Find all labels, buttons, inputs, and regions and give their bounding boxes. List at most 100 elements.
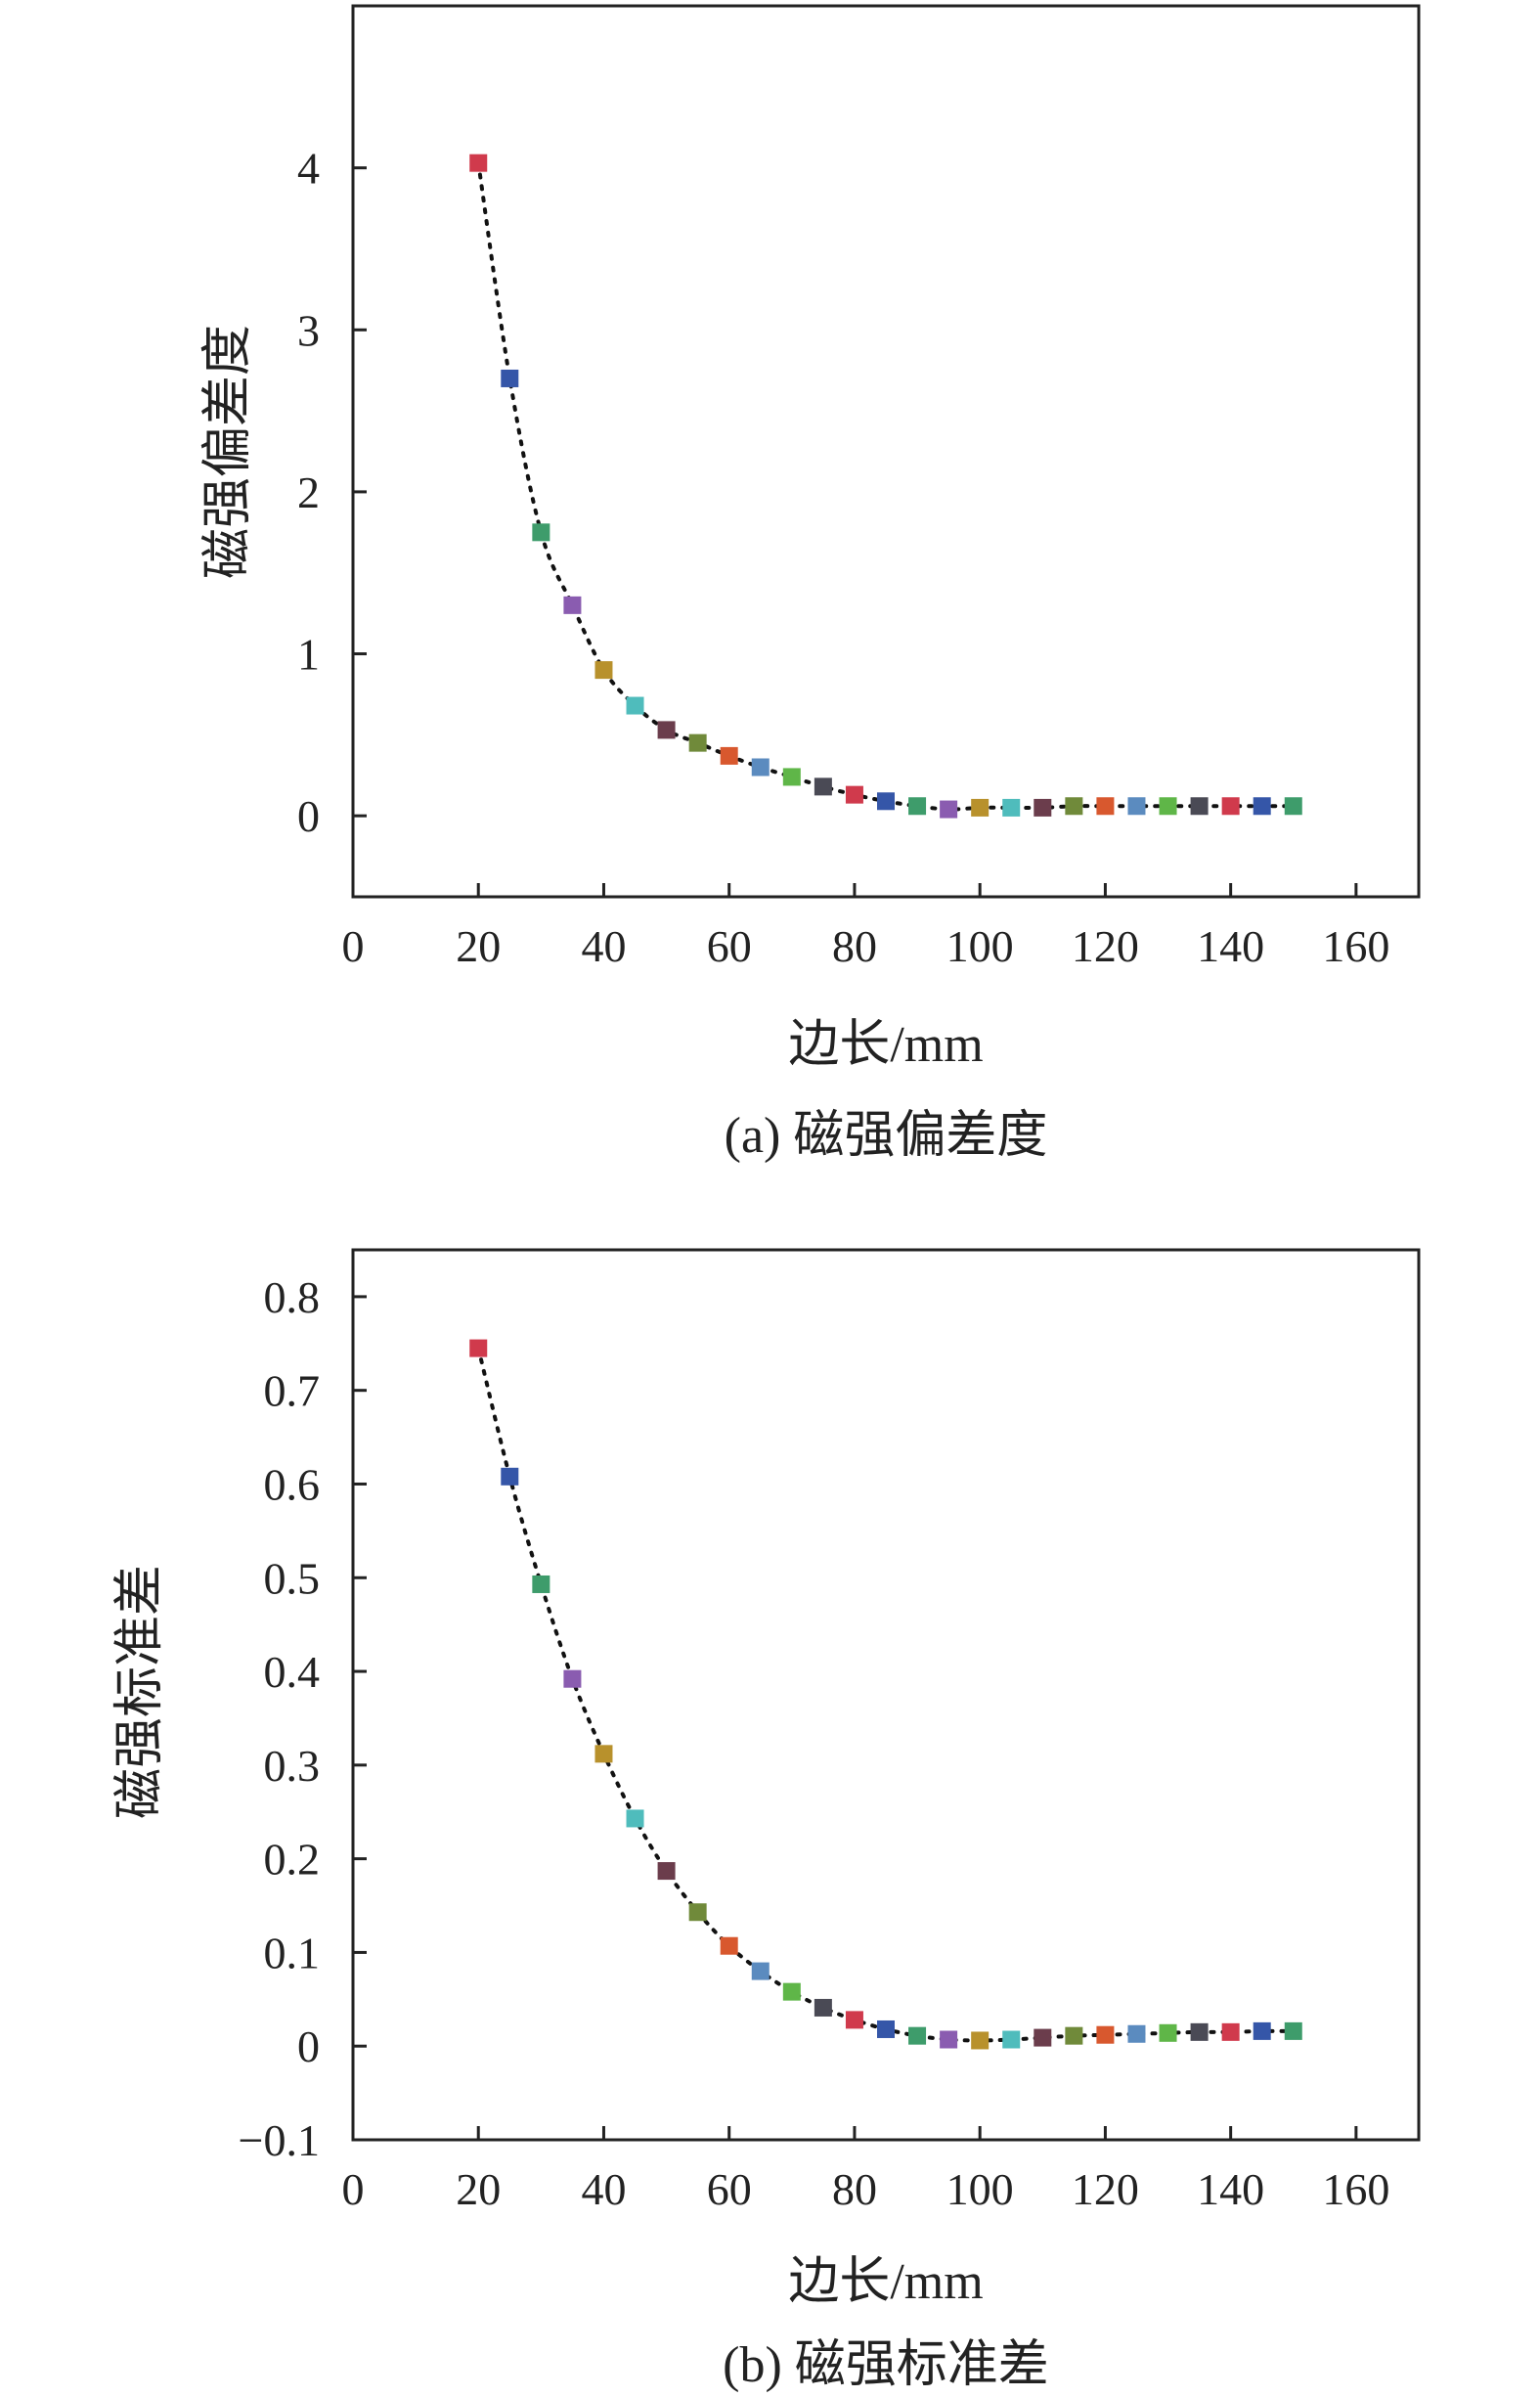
data-point (814, 1998, 832, 2017)
data-point (720, 746, 738, 765)
x-tick-label: 40 (581, 921, 626, 971)
y-ticks-a: 0 1 2 3 4 (297, 144, 367, 841)
plot-frame-a (351, 4, 1421, 899)
data-point (1190, 797, 1209, 816)
data-point (1002, 798, 1021, 817)
x-axis-label-a: 边长/mm (788, 1017, 983, 1073)
markers-a (469, 154, 1302, 819)
data-point (1221, 797, 1240, 816)
data-point (782, 768, 801, 786)
data-point (1096, 2025, 1115, 2044)
data-point (1159, 797, 1177, 816)
markers-b (469, 1339, 1302, 2050)
x-tick-label: 60 (707, 921, 752, 971)
x-tick-label: 40 (581, 2164, 626, 2214)
x-axis-label-b: 边长/mm (788, 2254, 983, 2310)
data-point (845, 2011, 863, 2029)
y-tick-label: 0.4 (264, 1647, 321, 1697)
data-point (563, 1669, 582, 1688)
data-point (1065, 797, 1083, 816)
data-point (532, 523, 550, 542)
data-point (940, 2030, 958, 2049)
data-point (845, 785, 863, 804)
data-point (657, 721, 676, 739)
data-point (814, 777, 832, 796)
x-tick-label: 20 (456, 2164, 501, 2214)
trend-line-a (476, 160, 1296, 812)
data-point (1065, 2026, 1083, 2045)
data-point (626, 696, 644, 715)
data-point (501, 1467, 519, 1486)
y-tick-label: 1 (297, 630, 320, 680)
x-tick-label: 140 (1197, 921, 1264, 971)
data-point (751, 758, 770, 777)
data-point (1034, 798, 1052, 817)
y-tick-label: 0.1 (264, 1928, 321, 1977)
data-point (1096, 797, 1115, 816)
x-tick-label: 160 (1322, 2164, 1389, 2214)
trend-line-b (476, 1346, 1296, 2043)
data-point (1127, 2024, 1146, 2043)
data-point (908, 2026, 927, 2045)
data-point (688, 733, 707, 752)
x-tick-label: 20 (456, 921, 501, 971)
x-tick-label: 120 (1072, 921, 1139, 971)
y-tick-label: 0.8 (264, 1272, 321, 1322)
panel-b: 0 20 40 60 80 100 120 140 160 −0.1 0 0.1 0.2 0.3 0.4 0… (112, 1248, 1421, 2393)
y-tick-label: 0 (297, 2021, 320, 2071)
data-point (501, 369, 519, 387)
x-tick-label: 140 (1197, 2164, 1264, 2214)
y-ticks-b: −0.1 0 0.1 0.2 0.3 0.4 0.5 0.6 0.7 0.8 (239, 1272, 367, 2165)
data-point (1127, 797, 1146, 816)
x-tick-label: 80 (832, 2164, 877, 2214)
plot-frame-b (351, 1248, 1421, 2142)
data-point (594, 1745, 613, 1763)
x-tick-label: 120 (1072, 2164, 1139, 2214)
data-point (1159, 2023, 1177, 2042)
data-point (971, 798, 990, 817)
y-tick-label: 3 (297, 305, 320, 355)
data-point (1190, 2022, 1209, 2041)
x-ticks-a: 0 20 40 60 80 100 120 140 160 (342, 883, 1389, 971)
x-tick-label: 80 (832, 921, 877, 971)
data-point (1284, 2021, 1302, 2040)
caption-a: (a) 磁强偏差度 (725, 1108, 1048, 1164)
y-tick-label: 0.7 (264, 1366, 321, 1416)
caption-b: (b) 磁强标准差 (723, 2337, 1049, 2393)
data-point (1253, 2021, 1271, 2040)
data-point (594, 661, 613, 680)
data-point (971, 2031, 990, 2050)
data-point (1221, 2022, 1240, 2041)
data-point (1034, 2028, 1052, 2047)
data-point (688, 1903, 707, 1922)
data-point (657, 1862, 676, 1881)
data-point (877, 792, 895, 811)
y-tick-label: 0.2 (264, 1835, 321, 1885)
data-point (1284, 797, 1302, 816)
data-point (877, 2020, 895, 2038)
x-tick-label: 100 (946, 2164, 1014, 2214)
y-tick-label: 0.3 (264, 1741, 321, 1791)
x-tick-label: 160 (1322, 921, 1389, 971)
y-tick-label: 0.5 (264, 1553, 321, 1603)
y-tick-label: 0 (297, 791, 320, 841)
data-point (469, 154, 488, 172)
data-point (940, 800, 958, 819)
data-point (532, 1575, 550, 1593)
x-tick-label: 0 (342, 921, 365, 971)
data-point (563, 596, 582, 614)
x-ticks-b: 0 20 40 60 80 100 120 140 160 (342, 2126, 1389, 2214)
x-tick-label: 0 (342, 2164, 365, 2214)
data-point (908, 797, 927, 816)
y-tick-label: −0.1 (239, 2115, 320, 2165)
y-axis-label-b: 磁强标准差 (112, 1565, 168, 1819)
x-tick-label: 100 (946, 921, 1014, 971)
data-point (782, 1982, 801, 2001)
y-axis-label-a: 磁强偏差度 (200, 325, 256, 579)
y-tick-label: 0.6 (264, 1459, 321, 1509)
data-point (751, 1962, 770, 1980)
y-tick-label: 4 (297, 144, 320, 194)
y-tick-label: 2 (297, 467, 320, 517)
